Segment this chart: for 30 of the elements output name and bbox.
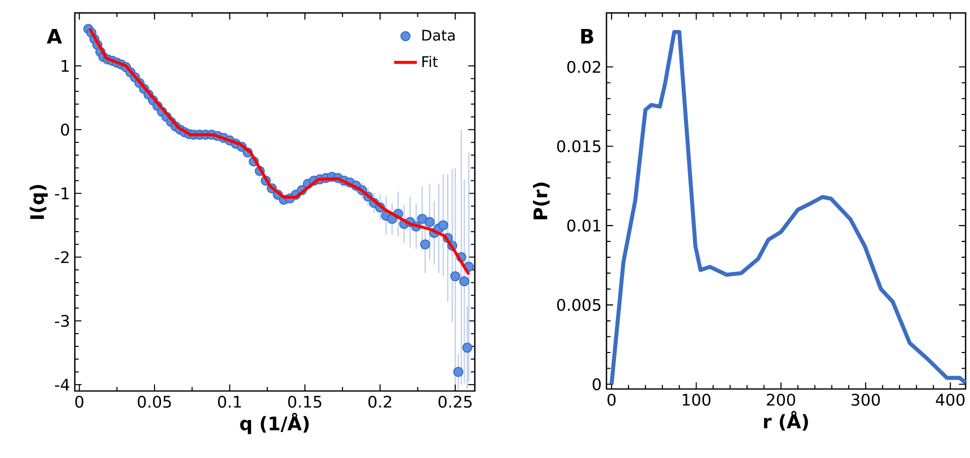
y-tick-label: -2 bbox=[54, 251, 69, 264]
legend-label: Data bbox=[422, 30, 455, 41]
y-tick-label: -1 bbox=[54, 188, 69, 200]
y-tick-label: -3 bbox=[54, 314, 69, 327]
y-tick-label: 0.015 bbox=[557, 140, 600, 152]
x-tick-label: 0.2 bbox=[368, 396, 392, 408]
y-tick-label: 1 bbox=[62, 60, 69, 72]
y-tick-label: 0 bbox=[61, 124, 70, 136]
x-tick-label: 0 bbox=[75, 396, 84, 408]
x-tick-label: 400 bbox=[936, 394, 965, 406]
x-tick-label: 200 bbox=[766, 394, 796, 406]
x-axis-title: r (Å) bbox=[764, 410, 808, 431]
x-tick-label: 0.05 bbox=[138, 396, 171, 408]
text: A bbox=[46, 29, 62, 44]
x-tick-label: 0 bbox=[608, 394, 616, 406]
x-tick-label: 0.15 bbox=[288, 396, 322, 408]
y-tick-label: -4 bbox=[54, 378, 70, 391]
y-axis-title: P(r) bbox=[533, 182, 550, 220]
x-tick-label: 300 bbox=[852, 394, 880, 406]
x-axis-title: q (1/Å) bbox=[240, 412, 309, 434]
y-tick-label: 0.005 bbox=[557, 298, 600, 312]
y-tick-label: 0 bbox=[592, 378, 601, 390]
y-tick-label: 0.01 bbox=[567, 220, 600, 232]
x-tick-label: 0.25 bbox=[438, 396, 472, 408]
y-axis-title: I(q) bbox=[30, 185, 48, 219]
x-tick-label: 100 bbox=[682, 394, 710, 406]
y-tick-label: 0.02 bbox=[567, 60, 600, 74]
legend-label: Fit bbox=[422, 56, 438, 68]
x-tick-label: 0.1 bbox=[218, 396, 241, 408]
text: B bbox=[581, 29, 594, 44]
